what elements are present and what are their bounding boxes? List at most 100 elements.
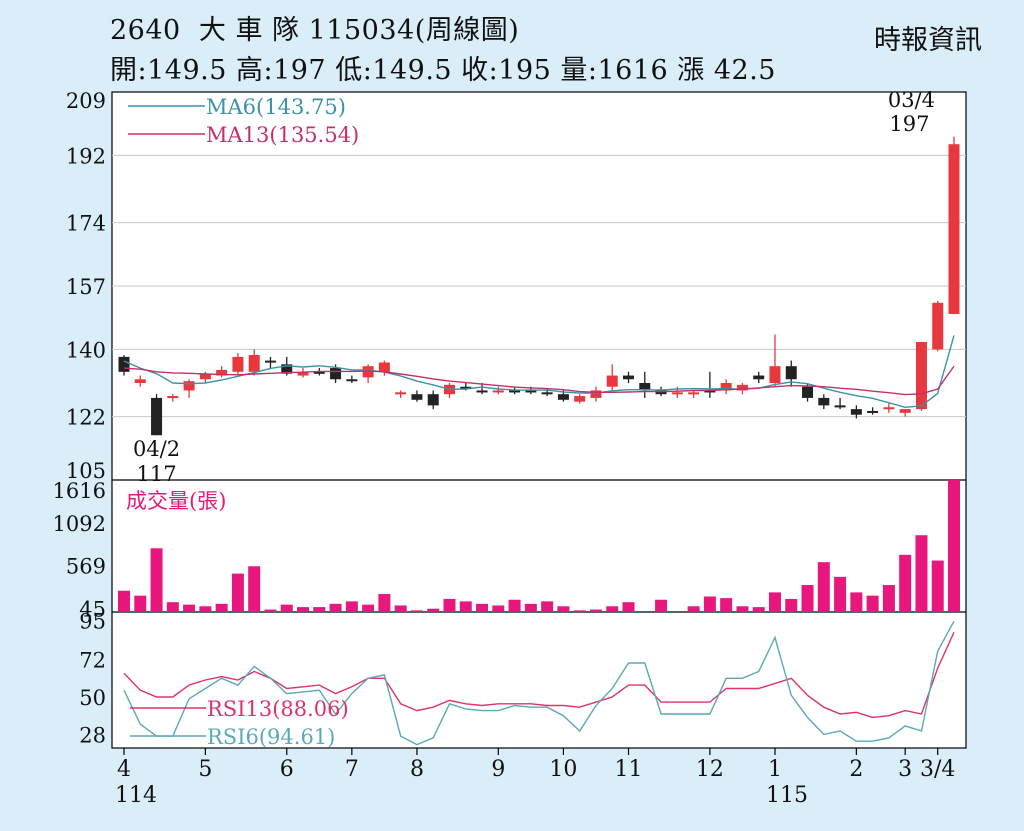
volume-bar [703,596,716,612]
candle-body [769,366,781,383]
rsi-tick-label: 95 [79,610,106,634]
volume-bar [410,610,423,612]
candle-body [720,383,732,391]
volume-bar [508,599,521,612]
x-tick-label: 5 [198,757,212,782]
price-tick-label: 192 [66,144,106,168]
candle-body [850,409,862,415]
candle-body [867,410,879,413]
volume-bar [866,595,879,612]
candle-body [395,392,407,395]
candle-body [639,383,651,391]
volume-bar [150,548,163,612]
high-annotation-date: 03/4 [888,88,935,112]
volume-bar [557,606,570,612]
price-tick-label: 140 [66,338,106,362]
volume-bar [476,603,489,612]
candle-body [736,384,748,391]
candle-body [313,371,325,374]
candle-body [704,390,716,393]
candle-body [623,375,635,380]
candle-body [362,366,374,378]
candle-body [232,356,244,372]
volume-title: 成交量(張) [126,489,226,513]
candle-body [476,390,488,393]
candle-body [899,409,911,413]
rsi6-line [123,620,955,746]
candle-body [167,396,179,399]
candle-body [460,386,472,389]
volume-bar [492,605,505,612]
volume-bar [394,605,407,612]
volume-bar [768,592,781,612]
volume-bar [687,606,700,612]
candle-body [411,394,423,400]
volume-bar [248,566,261,612]
candle-body [557,394,569,400]
candle-body [574,396,586,402]
rsi-legend-label: RSI13(88.06) [207,697,349,721]
volume-bar [443,598,456,612]
rsi-tick-label: 72 [79,649,106,673]
x-tick-label: 1 [768,757,782,782]
candle-body [330,368,342,380]
volume-bar [785,598,798,612]
volume-bar [589,609,602,612]
candle-body [216,369,228,376]
x-tick-label: 2 [849,757,863,782]
volume-bar [297,607,310,612]
volume-tick-label: 1092 [53,512,106,536]
candle-body [248,355,260,372]
x-tick-label: 3/4 [920,757,955,782]
volume-tick-label: 45 [79,597,106,621]
x-tick-label: 7 [345,757,359,782]
x-tick-label: 8 [410,757,424,782]
x-tick-label: 6 [280,757,294,782]
candle-body [834,405,846,408]
volume-tick-label: 1616 [53,479,106,503]
candle-body [883,407,895,410]
volume-bar [134,595,147,612]
plot-area [111,91,967,749]
volume-bar [427,608,440,612]
volume-bar [459,601,472,612]
volume-bar [655,599,668,612]
volume-bar [378,594,391,612]
chart-title: 2640 大 車 隊 115034(周線圖) [110,15,520,46]
x-tick-label: 10 [549,757,577,782]
price-tick-label: 122 [66,406,106,430]
volume-bar [166,602,179,612]
volume-bar [264,609,277,612]
volume-tick-label: 569 [66,555,106,579]
volume-bar [573,610,586,612]
candle-body [802,386,814,398]
volume-bar [231,573,244,612]
volume-bar [606,606,619,612]
x-tick-label: 11 [615,757,643,782]
volume-bar [931,560,944,612]
candle-body [509,390,521,393]
volume-bar [899,554,912,612]
candle-body [753,375,765,380]
candle-body [541,392,553,395]
candle-body [525,390,537,393]
volume-bar [736,606,749,612]
volume-bar [752,607,765,612]
candle-body [118,356,130,372]
volume-bar [524,603,537,612]
volume-bar [118,590,130,612]
rsi-tick-label: 50 [79,686,106,710]
volume-bar [948,480,960,612]
rsi13-line [123,632,955,719]
x-tick-label: 3 [898,757,912,782]
volume-bar [817,562,830,612]
volume-bar [280,604,293,612]
rsi-legend-label: RSI6(94.61) [207,725,335,749]
volume-bar [541,601,554,612]
candle-body [785,366,797,380]
candle-body [655,390,667,395]
low-annotation-value: 117 [137,462,177,486]
x-year-label: 114 [115,783,157,808]
